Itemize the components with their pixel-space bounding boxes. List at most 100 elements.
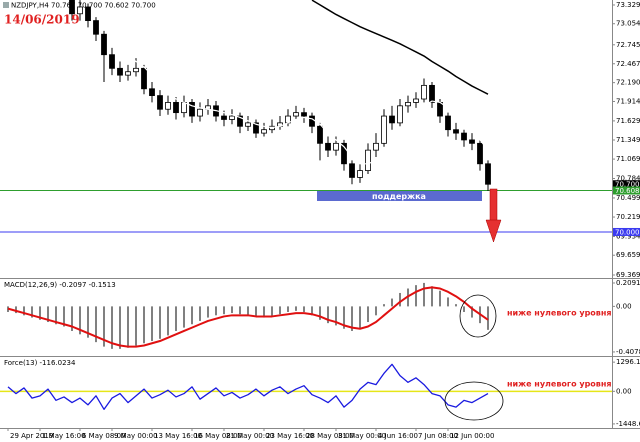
candle-body [293,112,299,117]
support-note: поддержка [372,192,426,201]
candle-body [165,102,171,110]
candle-body [101,33,107,56]
macd-bar [199,306,201,321]
candle-body [301,112,307,117]
x-tick-label: 6 May 08:00 [82,432,126,440]
macd-bar [295,306,297,311]
candle-body [181,102,187,114]
y-tick-label: 71.349 [616,136,640,144]
macd-bar [471,306,473,318]
macd-bar [271,306,273,317]
macd-bar [111,306,113,349]
candle-body [325,142,331,151]
macd-bar [47,306,49,323]
macd-bar [415,285,417,307]
candle-body [133,67,139,73]
macd-bar [343,306,345,329]
candle-body [453,129,459,134]
y-tick-label: 71.069 [616,155,640,163]
candle-body [413,98,419,103]
candle-body [157,95,163,110]
macd-panel [7,282,489,349]
candle-body [341,142,347,165]
x-tick-label: 31 May 00:00 [338,432,386,440]
candle-body [469,139,475,144]
y-tick-label: 0.2091 [616,279,640,287]
force-line [7,363,489,410]
x-tick-label: 9 May 00:00 [114,432,158,440]
y-tick-label: 72.467 [616,60,640,68]
candle-body [445,115,451,131]
y-tick-label: 69.369 [616,271,640,279]
macd-bar [287,306,289,312]
candle-body [125,71,131,76]
candle-body [381,115,387,144]
macd-bar [215,306,217,316]
macd-bar [71,306,73,331]
x-tick-label: 7 Jun 08:00 [418,432,458,440]
macd-bar [39,306,41,320]
candle-body [221,115,227,120]
candle-body [389,115,395,124]
macd-bar [351,306,353,331]
macd-bar [79,306,81,335]
macd-bar [303,306,305,312]
x-tick-label: 13 May 16:00 [154,432,202,440]
y-tick-label: -0.4078 [616,348,640,356]
candle-body [189,102,195,117]
y-tick-label: 70.219 [616,213,640,221]
macd-bar [207,306,209,318]
level-tag [613,180,640,189]
y-tick-label: 69.659 [616,251,640,259]
macd-bar [167,306,169,336]
y-tick-label: 70.499 [616,194,640,202]
x-tick-label: 1 May 16:00 [42,432,86,440]
macd-bar [431,286,433,307]
x-tick-label: 21 May 00:00 [226,432,274,440]
candle-body [261,129,267,134]
macd-bar [191,306,193,325]
candle-body [85,6,91,21]
macd-bar [231,306,233,314]
x-tick-label: 4 Jun 16:00 [378,432,418,440]
candle-body [93,20,99,35]
candle-body [141,67,147,90]
macd-bar [247,306,249,316]
x-tick-label: 12 Jun 00:00 [450,432,494,440]
ma-slow [311,0,489,95]
macd-bar [63,306,65,327]
highlight-ellipse [459,294,497,338]
candle-body [397,105,403,124]
candle-body [437,102,443,117]
candle-body [229,115,235,120]
macd-bar [175,306,177,331]
macd-bar [263,306,265,318]
candle-body [309,115,315,127]
macd-bar [487,306,489,330]
date-note: 14/06/2019 [4,13,80,27]
level-label: 70.000 [615,228,640,236]
candle-body [69,0,75,15]
down-arrow [485,188,502,243]
macd-bar [223,306,225,315]
candle-body [373,142,379,151]
macd-note: ниже нулевого уровня [507,309,612,318]
y-tick-label: 71.629 [616,117,640,125]
force-title: Force(13) -116.0234 [4,359,76,367]
macd-title: MACD(12,26,9) -0.2097 -0.1513 [4,281,116,289]
macd-bar [399,292,401,307]
candle-body [197,108,203,117]
macd-bar [23,306,25,316]
level-tag [613,186,640,195]
macd-bar [143,306,145,344]
macd-bar [95,306,97,343]
macd-bar [183,306,185,328]
macd-bar [311,306,313,316]
ma-fast [119,44,489,165]
y-tick-label: 70.784 [616,175,640,183]
candle-body [77,6,83,15]
macd-bar [447,297,449,307]
level-label: 70.700 [615,181,640,189]
